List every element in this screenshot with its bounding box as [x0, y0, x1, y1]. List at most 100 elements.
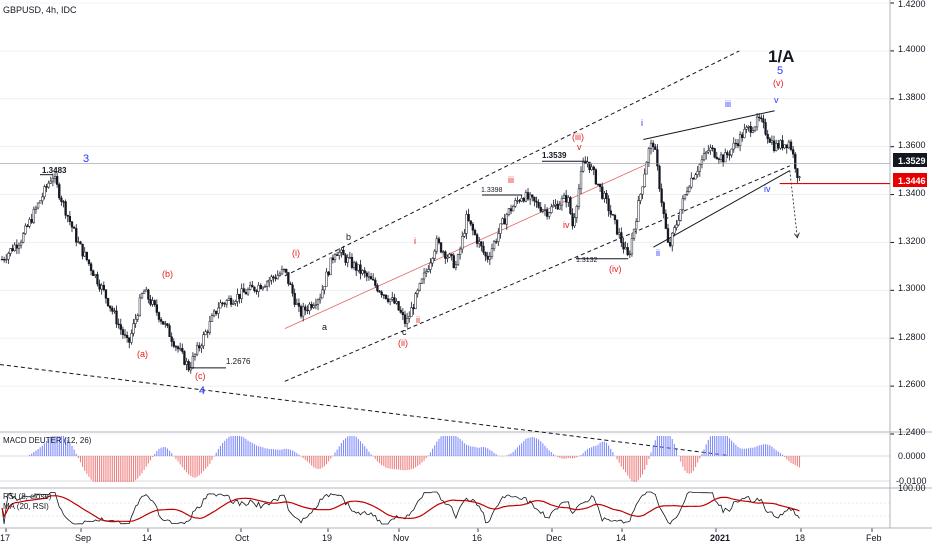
candle-body [590, 166, 593, 170]
candle-body [342, 249, 345, 256]
candle-body [166, 323, 169, 326]
candle-body [276, 275, 279, 280]
candle-body [263, 286, 267, 288]
candle-body [403, 314, 407, 324]
candle-body [32, 209, 35, 223]
candle-body [293, 293, 296, 305]
candle-body [401, 312, 405, 316]
price-axis[interactable]: 1.4200 1.4000 1.3800 1.3600 1.3400 1.320… [898, 0, 926, 437]
candle-body [777, 143, 780, 149]
candle-body [28, 219, 31, 227]
price-tick: 1.2800 [898, 332, 926, 342]
rsi-title: RSI (8, close) [3, 492, 52, 501]
candle-body [261, 286, 265, 290]
wave-label-ii-red: ii [416, 315, 420, 325]
candle-body [535, 200, 538, 203]
candle-body [344, 254, 347, 263]
candle-body [751, 130, 754, 133]
candle-body [217, 307, 220, 314]
candle-body [762, 118, 765, 123]
candle-body [439, 242, 443, 253]
candle-body [255, 290, 258, 292]
candle-body [533, 196, 536, 202]
candle-body [64, 201, 67, 216]
wave-label-iii: iii [725, 99, 731, 109]
candle-body [645, 161, 648, 175]
candle-body [240, 288, 243, 299]
candle-body [72, 227, 76, 229]
projection-arrow [789, 170, 798, 238]
candle-body [92, 270, 95, 276]
candle-body [562, 195, 566, 199]
candle-body [17, 244, 21, 249]
candle-body [615, 219, 619, 235]
candle-body [575, 206, 578, 218]
wave-label-b: b [346, 232, 351, 242]
candle-body [492, 241, 496, 249]
candle-body [628, 253, 631, 256]
candle-body [357, 264, 360, 271]
candle-body [39, 200, 42, 204]
time-axis[interactable]: 17 Sep 14 Oct 19 Nov 16 Dec 14 2021 18 F… [0, 533, 882, 543]
candle-body [772, 140, 776, 152]
candle-body [567, 197, 570, 203]
grid-layer [0, 2, 894, 532]
candle-body [408, 316, 411, 319]
level-label-13398: 1.3398 [481, 187, 503, 194]
wave-label-v-paren: (v) [773, 78, 784, 88]
candle-body [155, 304, 158, 313]
candle-body [316, 299, 320, 305]
last-price-label-bg [893, 153, 927, 167]
candle-body [183, 351, 186, 365]
candle-body [705, 151, 708, 154]
wave-label-c: c [402, 327, 407, 337]
level-label-13483: 1.3483 [42, 166, 67, 175]
candle-body [121, 329, 125, 335]
pane-borders [0, 0, 932, 529]
candle-body [736, 143, 740, 147]
price-tick: 1.3000 [898, 283, 926, 293]
candle-body [170, 336, 173, 342]
candle-body [164, 323, 167, 325]
level-label-12676: 1.2676 [226, 357, 251, 366]
candle-body [688, 186, 691, 192]
red-price-label-bg [893, 173, 927, 187]
time-label: Sep [75, 533, 91, 543]
candle-body [490, 248, 494, 257]
candle-body [295, 302, 298, 305]
candle-body [618, 232, 621, 235]
time-label: 17 [0, 533, 10, 543]
candle-body [195, 345, 199, 355]
candle-body [268, 279, 271, 283]
candle-body [545, 209, 549, 217]
candle-body [87, 259, 91, 265]
candle-body [297, 302, 301, 307]
time-label: Dec [546, 533, 563, 543]
candle-body [592, 166, 595, 170]
time-label: Oct [235, 533, 250, 543]
candle-body [577, 188, 581, 207]
candle-body [329, 257, 332, 276]
candle-body [7, 253, 10, 260]
candle-body [100, 285, 103, 290]
candle-body [437, 238, 441, 243]
candle-body [246, 289, 250, 295]
wave-label-5: 5 [777, 65, 783, 77]
candle-body [475, 234, 479, 244]
candle-body [624, 247, 627, 250]
wedge-lower [653, 170, 791, 248]
candle-body [304, 306, 307, 311]
candle-body [312, 305, 315, 308]
candle-body [369, 276, 373, 280]
candle-body [253, 286, 256, 291]
time-label: 14 [142, 533, 152, 543]
candle-body [386, 298, 390, 302]
candle-body [215, 310, 218, 314]
rsi-tick: 100.00 [898, 483, 926, 493]
candle-body [232, 303, 235, 305]
candle-body [550, 206, 553, 213]
candle-body [789, 141, 793, 150]
candle-body [768, 138, 771, 143]
